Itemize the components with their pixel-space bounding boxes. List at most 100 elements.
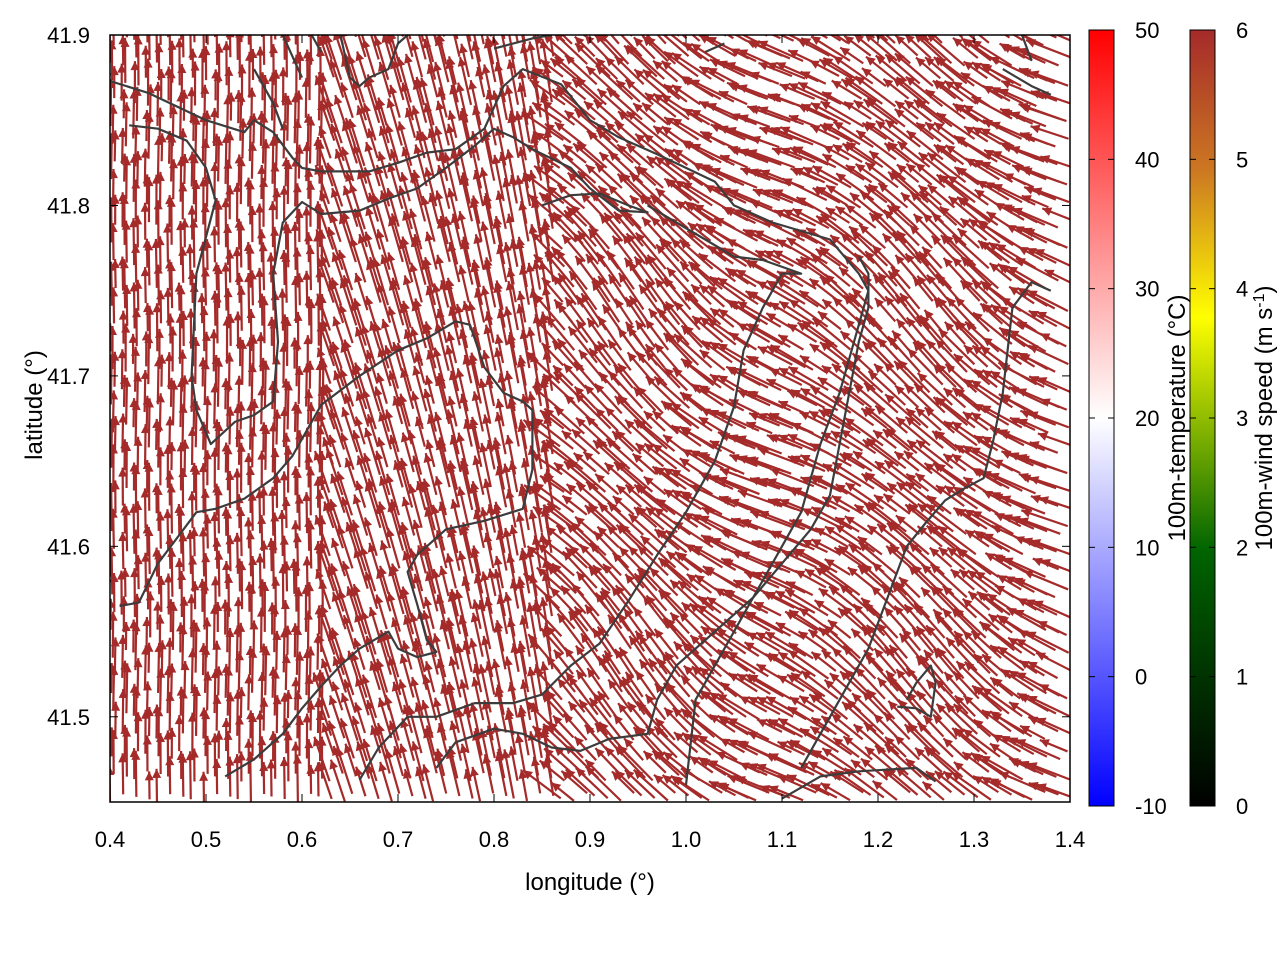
wind-vector-head <box>234 272 244 282</box>
wind-vector-head <box>211 69 221 79</box>
wind-vector-head <box>129 0 138 6</box>
wind-vector-head <box>597 341 607 352</box>
wind-vector-head <box>608 371 619 381</box>
wind-vector-head <box>142 0 151 3</box>
wind-vector-head <box>291 741 301 751</box>
wind-vector-head <box>257 164 267 175</box>
wind-vector-head <box>729 17 739 25</box>
wind-vector-head <box>210 290 220 300</box>
wind-vector-head <box>479 507 489 518</box>
wind-vector-head <box>673 641 684 652</box>
wind-vector-head <box>532 12 542 21</box>
wind-vector-head <box>554 406 565 417</box>
wind-vector-head <box>256 332 266 342</box>
wind-vector <box>155 35 159 63</box>
wind-vector-head <box>516 576 526 587</box>
wind-vector-head <box>656 244 666 255</box>
wind-vector-head <box>563 713 573 724</box>
wind-vector-head <box>595 723 605 734</box>
wind-vector-head <box>438 565 448 576</box>
wind-vector-head <box>384 409 394 420</box>
wind-vector-head <box>305 245 315 255</box>
wind-vector-head <box>625 672 635 683</box>
wind-vector-head <box>645 2 655 12</box>
wind-vector-head <box>325 98 334 109</box>
wind-vector-head <box>329 499 338 510</box>
wind-vector-head <box>354 273 363 283</box>
wind-vector-head <box>110 40 117 50</box>
wind-vector-head <box>386 527 395 538</box>
wind-vector-head <box>471 545 480 556</box>
wind-vector-head <box>523 770 533 780</box>
wind-vector-head <box>544 408 555 418</box>
wind-vector-head <box>456 486 466 497</box>
wind-vector-head <box>809 343 820 353</box>
wind-vector-head <box>614 56 625 66</box>
wind-vector-head <box>317 762 327 772</box>
wind-vector-head <box>151 238 161 249</box>
wind-vector-head <box>663 84 674 94</box>
wind-vector-head <box>698 596 709 606</box>
wind-vector <box>247 35 250 45</box>
wind-vector-head <box>402 275 412 286</box>
wind-vector-head <box>709 714 720 724</box>
wind-vector-head <box>129 748 139 758</box>
wind-vector-head <box>325 448 335 459</box>
wind-vector-head <box>629 295 639 306</box>
wind-vector-head <box>266 252 276 262</box>
wind-vector-head <box>446 331 456 342</box>
wind-vector-head <box>423 321 433 332</box>
wind-vector-head <box>406 705 416 716</box>
wind-vector-head <box>575 43 585 53</box>
wind-vector-head <box>178 246 188 256</box>
wind-vector-head <box>290 221 300 231</box>
wind-vector-head <box>704 185 715 194</box>
wind-vector-head <box>319 540 328 551</box>
wind-vector-head <box>579 10 588 20</box>
wind-vector-head <box>607 250 616 261</box>
wind-vector-head <box>618 111 628 121</box>
wind-vector-head <box>268 731 278 741</box>
wind-vector-head <box>699 101 710 110</box>
wind-vector-head <box>596 439 607 449</box>
wind-vector-head <box>585 759 595 770</box>
wind-vector-head <box>259 540 269 550</box>
wind-vector-head <box>600 591 610 602</box>
wind-vector-head <box>340 693 350 704</box>
wind-vector-head <box>655 188 666 198</box>
wind-vector-head <box>414 13 423 23</box>
wind-vector-head <box>553 275 563 286</box>
wind-vector-head <box>652 410 663 421</box>
wind-vector-head <box>424 661 433 672</box>
wind-vector-head <box>281 497 291 507</box>
wind-vector <box>502 35 506 40</box>
wind-vector-head <box>155 236 165 246</box>
wind-vector-head <box>164 66 174 76</box>
wind-vector-head <box>550 587 561 598</box>
wind-vector-head <box>682 709 693 720</box>
wind-vector-head <box>454 304 464 314</box>
wind-vector-head <box>699 284 710 295</box>
wind-vector-head <box>233 597 243 607</box>
wind-vector-head <box>625 79 636 90</box>
wind-vector-head <box>534 165 545 175</box>
wind-vector-head <box>420 196 430 206</box>
wind-vector-head <box>401 496 411 507</box>
wind-vector-head <box>727 26 737 34</box>
wind-vector-head <box>468 638 478 649</box>
wind-vector-head <box>212 262 222 272</box>
wind-vector-head <box>605 747 615 757</box>
wind-vector-head <box>623 210 633 221</box>
wind-vector-head <box>493 501 502 512</box>
wind-vector-head <box>683 108 694 118</box>
wind-vector-head <box>662 239 673 249</box>
wind-vector-head <box>400 522 409 533</box>
wind-vector <box>146 35 149 43</box>
wind-vector-head <box>202 239 212 249</box>
wind-vector-head <box>220 599 230 609</box>
wind-vector-head <box>246 710 256 720</box>
wind-vector-head <box>628 261 638 272</box>
wind-vector-head <box>616 80 627 90</box>
wind-vector-head <box>578 349 589 360</box>
wind-vector-head <box>432 697 442 708</box>
